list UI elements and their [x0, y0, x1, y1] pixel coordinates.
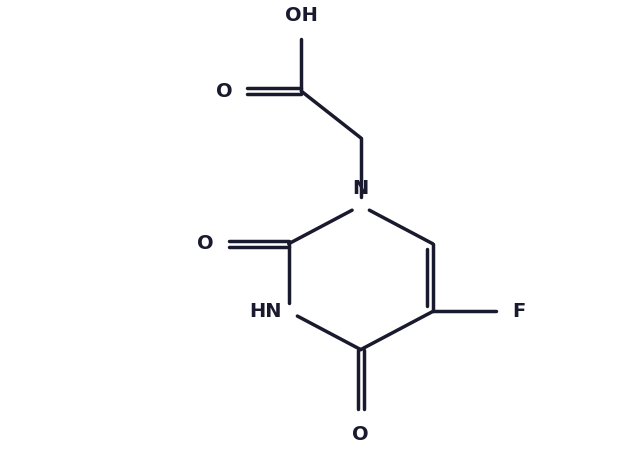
Text: F: F: [512, 302, 525, 321]
Text: O: O: [197, 234, 214, 253]
Text: O: O: [353, 425, 369, 444]
Text: OH: OH: [285, 6, 318, 24]
Text: O: O: [216, 82, 232, 101]
Text: HN: HN: [249, 302, 282, 321]
Text: N: N: [353, 179, 369, 198]
